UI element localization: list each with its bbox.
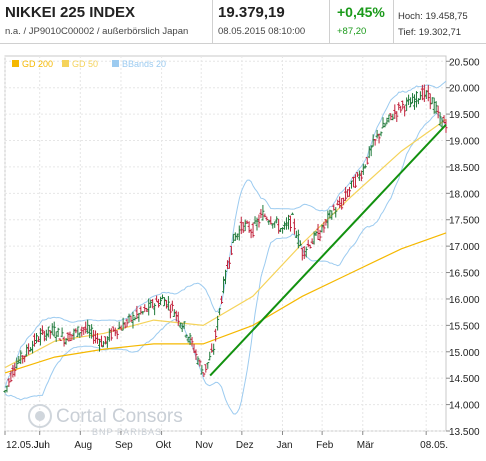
watermark-line1: Cortal Consors	[56, 406, 183, 427]
day-high: Hoch: 19.458,75	[398, 11, 468, 22]
legend: GD 200 GD 50 BBands 20	[12, 59, 166, 69]
y-tick-label: 16.500	[449, 269, 480, 280]
y-tick-label: 18.500	[449, 163, 480, 174]
x-tick-label: Sep	[115, 440, 133, 451]
x-tick-label: Nov	[195, 440, 213, 451]
y-tick-label: 16.000	[449, 295, 480, 306]
instrument-cell: NIKKEI 225 INDEX n.a. / JP9010C00002 / a…	[0, 0, 213, 44]
price-chart: Cortal Consors BNP PARIBAS GD 200 GD 50 BB…	[3, 55, 480, 451]
high-low-cell: Hoch: 19.458,75 Tief: 19.302,71	[394, 0, 486, 44]
y-tick-label: 20.500	[449, 57, 480, 68]
y-tick-label: 14.500	[449, 374, 480, 385]
legend-label: BBands 20	[122, 59, 166, 69]
x-tick-label: Aug	[74, 440, 92, 451]
legend-swatch	[12, 60, 19, 67]
y-tick-label: 15.500	[449, 321, 480, 332]
plot-frame	[4, 55, 447, 432]
instrument-name: NIKKEI 225 INDEX	[5, 4, 136, 21]
y-tick-label: 15.000	[449, 348, 480, 359]
watermark-line2: BNP PARIBAS	[92, 427, 162, 437]
y-tick-label: 19.000	[449, 137, 480, 148]
change-absolute: +87,20	[337, 26, 367, 37]
x-tick-label: Mär	[357, 440, 375, 451]
x-tick-label: Okt	[156, 440, 172, 451]
bband-lower	[4, 112, 447, 415]
day-low: Tief: 19.302,71	[398, 27, 462, 38]
x-tick-label: Jul	[34, 440, 47, 451]
x-tick-label: 08.05.	[420, 440, 448, 451]
x-tick-label: 12.05.Jun	[6, 440, 50, 451]
price-cell: 19.379,19 08.05.2015 08:10:00	[213, 0, 330, 44]
series-layer	[3, 80, 448, 415]
y-tick-label: 13.500	[449, 427, 480, 438]
y-tick-label: 20.000	[449, 84, 480, 95]
last-price: 19.379,19	[218, 4, 285, 21]
legend-label: GD 50	[72, 59, 98, 69]
x-tick-label: Dez	[236, 440, 254, 451]
y-tick-label: 14.000	[449, 401, 480, 412]
change-cell: +0,45% +87,20	[330, 0, 394, 44]
instrument-sub: n.a. / JP9010C00002 / außerbörslich Japa…	[5, 26, 189, 37]
legend-label: GD 200	[22, 59, 53, 69]
change-percent: +0,45%	[337, 4, 385, 20]
x-tick-label: Jan	[276, 440, 292, 451]
quote-header: NIKKEI 225 INDEX n.a. / JP9010C00002 / a…	[0, 0, 486, 44]
legend-swatch	[112, 60, 119, 67]
y-tick-label: 17.000	[449, 242, 480, 253]
y-tick-label: 19.500	[449, 110, 480, 121]
watermark-logo-icon	[28, 404, 52, 428]
trendline	[209, 123, 447, 377]
y-tick-label: 18.000	[449, 189, 480, 200]
legend-swatch	[62, 60, 69, 67]
watermark: Cortal Consors BNP PARIBAS	[28, 404, 183, 437]
y-tick-label: 17.500	[449, 216, 480, 227]
quote-datetime: 08.05.2015 08:10:00	[218, 26, 306, 37]
gd200-line	[4, 232, 447, 374]
y-axis: 13.500 14.000 14.500 15.000 15.500 16.000 16.5…	[446, 57, 480, 438]
x-tick-label: Feb	[316, 440, 334, 451]
